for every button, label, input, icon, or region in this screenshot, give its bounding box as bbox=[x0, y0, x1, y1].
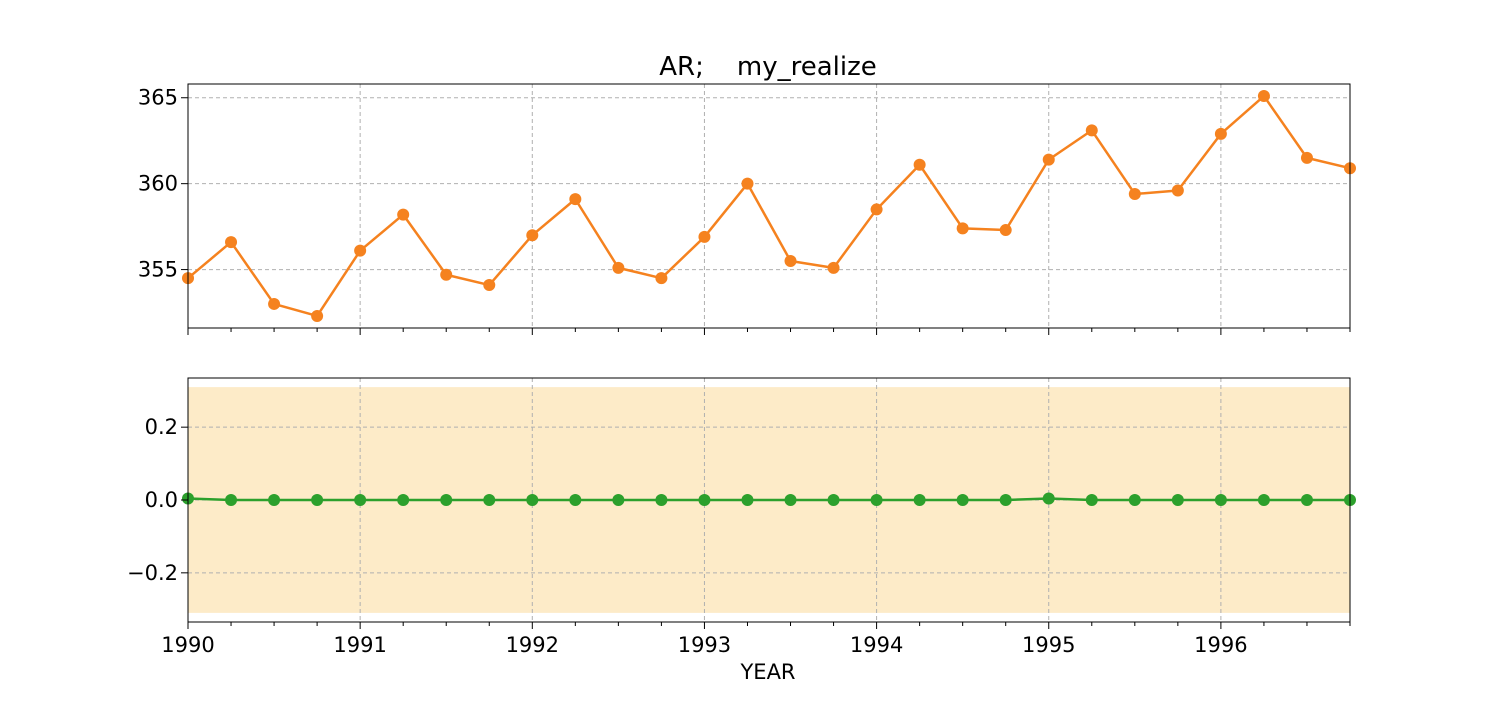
bottom-data-point bbox=[956, 494, 969, 506]
top-data-point bbox=[1214, 127, 1227, 140]
bottom-data-point bbox=[913, 494, 926, 506]
top-data-point bbox=[870, 203, 883, 216]
top-data-point bbox=[268, 297, 281, 310]
bottom-x-tick-label: 1990 bbox=[161, 633, 214, 657]
bottom-data-point bbox=[1085, 494, 1098, 506]
bottom-x-tick-label: 1996 bbox=[1194, 633, 1247, 657]
bottom-data-point bbox=[655, 494, 668, 506]
bottom-data-point bbox=[1214, 494, 1227, 506]
bottom-data-point bbox=[1042, 492, 1055, 505]
bottom-x-tick-label: 1991 bbox=[333, 633, 386, 657]
bottom-x-tick-label: 1993 bbox=[678, 633, 731, 657]
top-data-point bbox=[1300, 151, 1313, 164]
top-data-point bbox=[1085, 124, 1098, 137]
chart-title: AR; my_realize bbox=[659, 52, 877, 82]
top-data-point bbox=[440, 268, 453, 281]
bottom-data-point bbox=[870, 494, 883, 506]
bottom-data-point bbox=[311, 494, 324, 506]
top-data-point bbox=[483, 279, 496, 292]
bottom-x-tick-label: 1995 bbox=[1022, 633, 1075, 657]
top-data-point bbox=[526, 229, 539, 242]
top-data-point bbox=[225, 236, 238, 249]
bottom-x-tick-label: 1994 bbox=[850, 633, 903, 657]
bottom-data-point bbox=[440, 494, 453, 506]
bottom-data-point bbox=[1257, 494, 1270, 506]
top-data-point bbox=[999, 224, 1012, 237]
top-data-point bbox=[827, 261, 840, 274]
top-data-point bbox=[354, 244, 367, 257]
bottom-data-point bbox=[612, 494, 625, 506]
top-data-point bbox=[311, 309, 324, 322]
top-data-point bbox=[612, 261, 625, 274]
top-data-point bbox=[913, 158, 926, 171]
bottom-data-point bbox=[827, 494, 840, 506]
top-y-tick-label: 355 bbox=[138, 258, 178, 282]
x-axis-label: YEAR bbox=[739, 660, 795, 684]
bottom-data-point bbox=[698, 494, 711, 506]
bottom-data-point bbox=[741, 494, 754, 506]
bottom-data-point bbox=[784, 494, 797, 506]
top-panel: 355 360 365 bbox=[138, 83, 1356, 335]
top-data-point bbox=[1042, 153, 1055, 166]
bottom-data-point bbox=[526, 494, 539, 506]
bottom-data-point bbox=[354, 494, 367, 506]
top-data-point bbox=[655, 272, 668, 285]
top-data-point bbox=[1257, 90, 1270, 103]
bottom-data-point bbox=[483, 494, 496, 506]
bottom-y-tick-label: 0.2 bbox=[145, 415, 178, 439]
top-data-point bbox=[698, 230, 711, 243]
bottom-data-point bbox=[268, 494, 281, 506]
top-data-point bbox=[741, 177, 754, 190]
bottom-data-point bbox=[225, 494, 238, 506]
top-data-point bbox=[397, 208, 410, 221]
top-data-point bbox=[784, 254, 797, 267]
bottom-y-tick-label: −0.2 bbox=[127, 561, 178, 585]
top-data-point bbox=[956, 222, 969, 235]
bottom-x-tick-label: 1992 bbox=[506, 633, 559, 657]
bottom-data-point bbox=[1128, 494, 1141, 506]
bottom-series-line bbox=[187, 497, 1350, 502]
bottom-y-tick-label: 0.0 bbox=[145, 488, 178, 512]
bottom-panel: −0.2 0.0 0.2 1990 1991 1992 1993 1994 1995 1996 bbox=[127, 377, 1356, 657]
top-data-point bbox=[1171, 184, 1184, 197]
top-series-line bbox=[187, 94, 1351, 318]
top-y-tick-label: 360 bbox=[138, 172, 178, 196]
bottom-data-point bbox=[397, 494, 410, 506]
bottom-data-point bbox=[999, 494, 1012, 506]
bottom-data-point bbox=[1300, 494, 1313, 506]
bottom-data-point bbox=[569, 494, 582, 506]
top-data-point bbox=[1128, 187, 1141, 200]
top-data-point bbox=[569, 193, 582, 206]
top-axes-frame bbox=[187, 83, 1351, 329]
top-y-tick-label: 365 bbox=[138, 86, 178, 110]
bottom-data-point bbox=[1171, 494, 1184, 506]
